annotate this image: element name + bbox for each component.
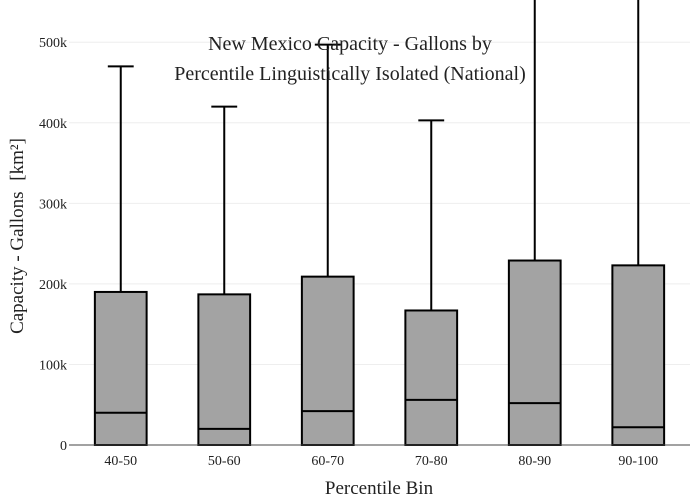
y-tick-label: 300k <box>39 197 67 212</box>
x-axis-title: Percentile Bin <box>325 478 434 499</box>
box-90-100 <box>611 0 666 446</box>
y-tick-label: 200k <box>39 278 67 293</box>
x-tick-label: 40-50 <box>104 454 137 469</box>
box-iqr <box>611 264 666 446</box>
y-tick-label: 400k <box>39 117 67 132</box>
chart-title-line-1: New Mexico Capacity - Gallons by <box>208 33 492 55</box>
chart-title-line-2: Percentile Linguistically Isolated (Nati… <box>174 63 526 85</box>
y-axis-title-group: Capacity - Gallons [km²] <box>7 138 28 334</box>
x-tick-labels: 40-50 50-60 60-70 70-80 80-90 90-100 <box>104 454 658 469</box>
x-tick-label: 60-70 <box>311 454 344 469</box>
y-tick-label: 500k <box>39 36 67 51</box>
x-tick-label: 50-60 <box>208 454 241 469</box>
box-iqr <box>404 309 459 446</box>
x-tick-label: 80-90 <box>518 454 551 469</box>
y-axis-title: Capacity - Gallons <box>7 191 28 333</box>
y-tick-label: 100k <box>39 358 67 373</box>
svg-text:Capacity - Gallons [km²]: Capacity - Gallons [km²] <box>7 138 28 334</box>
box-iqr <box>507 259 562 446</box>
box-50-60 <box>197 105 252 446</box>
box-iqr <box>300 275 355 446</box>
y-tick-labels: 0 100k 200k 300k 400k 500k <box>39 36 67 454</box>
boxes <box>93 0 666 447</box>
box-60-70 <box>300 43 355 446</box>
x-tick-label: 90-100 <box>618 454 658 469</box>
box-iqr <box>197 293 252 446</box>
x-tick-label: 70-80 <box>415 454 448 469</box>
y-tick-label: 0 <box>60 439 67 454</box>
box-iqr <box>93 290 148 447</box>
y-axis-unit: [km²] <box>7 138 28 181</box>
box-80-90 <box>507 0 562 446</box>
box-70-80 <box>404 119 459 446</box>
grid-lines <box>69 41 690 365</box>
